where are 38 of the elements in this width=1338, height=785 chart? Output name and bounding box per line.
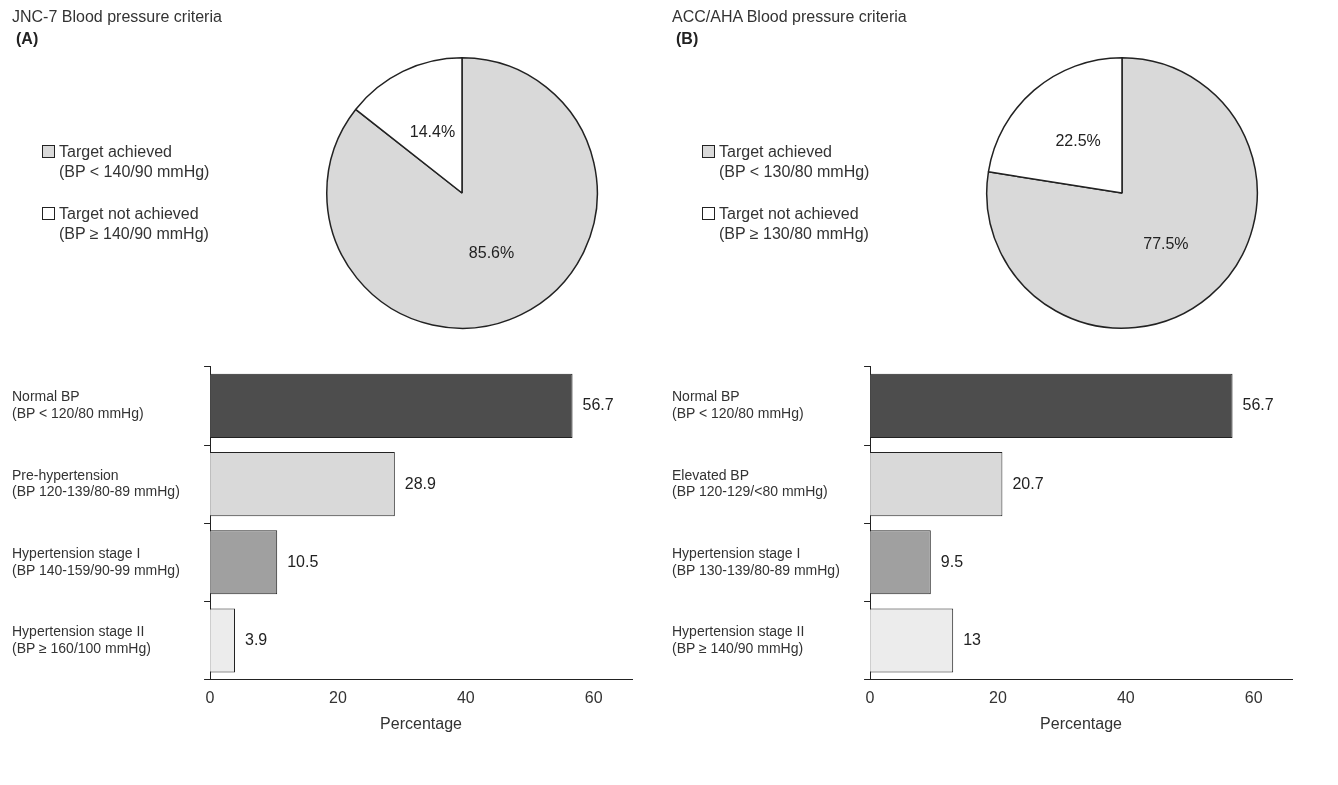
data-label: 56.7: [1242, 396, 1274, 414]
chart-subtitle: (B): [676, 30, 700, 48]
chart-subtitle: (A): [16, 30, 40, 48]
data-label: 56.7: [582, 396, 614, 414]
y-tick-label: Elevated BP (BP 120-129/<80 mmHg): [672, 466, 828, 500]
x-tick-label: 0: [865, 688, 875, 706]
data-label: 13: [963, 630, 982, 648]
data-label: 77.5%: [1143, 234, 1189, 252]
x-tick-label: 60: [1244, 688, 1263, 706]
y-tick-label: Pre-hypertension (BP 120-139/80-89 mmHg): [12, 466, 180, 500]
x-axis-title: Percentage: [1040, 714, 1123, 732]
y-tick-label: Normal BP (BP < 120/80 mmHg): [12, 388, 144, 422]
y-tick-label: Hypertension stage I (BP 140-159/90-99 mmHg): [12, 544, 180, 578]
y-tick-label: Normal BP (BP < 120/80 mmHg): [672, 388, 804, 422]
data-label: 28.9: [404, 474, 437, 492]
data-label: 85.6%: [468, 244, 515, 262]
legend-label: Target achieved (BP < 140/90 mmHg): [59, 142, 210, 182]
x-tick-label: 20: [329, 688, 347, 706]
chart-title: ACC/AHA Blood pressure criteria: [672, 8, 908, 26]
x-tick-label: 40: [456, 688, 475, 706]
legend-label: Target not achieved (BP ≥ 140/90 mmHg): [59, 204, 209, 244]
x-axis-title: Percentage: [380, 714, 463, 732]
data-label: 20.7: [1012, 474, 1044, 492]
legend-label: Target not achieved (BP ≥ 130/80 mmHg): [719, 204, 869, 244]
x-tick-label: 60: [584, 688, 603, 706]
x-tick-label: 20: [989, 688, 1007, 706]
y-tick-label: Hypertension stage II (BP ≥ 160/100 mmHg): [12, 622, 151, 656]
legend-label: Target achieved (BP < 130/80 mmHg): [719, 142, 870, 182]
data-label: 22.5%: [1055, 131, 1101, 149]
data-label: 3.9: [245, 630, 268, 648]
y-tick-label: Hypertension stage I (BP 130-139/80-89 mmHg): [672, 544, 840, 578]
chart-title: JNC-7 Blood pressure criteria: [12, 8, 223, 26]
y-tick-label: Hypertension stage II (BP ≥ 140/90 mmHg): [672, 622, 805, 656]
data-label: 9.5: [940, 552, 964, 570]
x-tick-label: 0: [205, 688, 215, 706]
data-label: 10.5: [287, 552, 319, 570]
x-tick-label: 40: [1116, 688, 1135, 706]
data-label: 14.4%: [409, 122, 456, 140]
